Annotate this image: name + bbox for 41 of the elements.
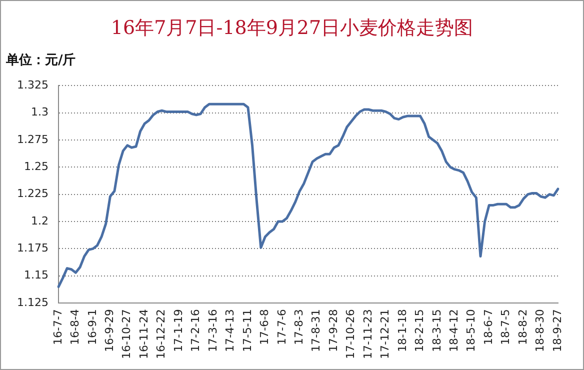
x-tick-label: 17-5-11	[240, 309, 254, 352]
y-tick-label: 1.15	[24, 268, 48, 282]
x-tick-label: 18-1-18	[396, 309, 409, 352]
x-tick-label: 18-4-12	[448, 309, 461, 352]
y-tick-label: 1.325	[16, 78, 48, 92]
x-tick-label: 18-9-27	[550, 309, 564, 352]
x-tick-label: 17-3-16	[206, 309, 220, 352]
x-tick-label: 18-8-2	[516, 309, 530, 346]
x-tick-label: 17-9-28	[326, 309, 340, 352]
x-tick-label: 16-11-24	[137, 309, 150, 360]
x-tick-label: 17-10-26	[344, 309, 358, 360]
x-tick-label: 16-9-29	[103, 309, 116, 352]
x-tick-label: 17-8-3	[292, 309, 306, 346]
x-tick-label: 17-7-6	[275, 309, 288, 346]
x-tick-label: 17-6-8	[258, 309, 272, 346]
x-tick-label: 17-12-21	[378, 309, 392, 360]
x-tick-label: 17-11-23	[361, 309, 374, 360]
x-tick-label: 18-7-5	[499, 309, 512, 346]
x-tick-label: 16-12-22	[154, 309, 168, 360]
x-tick-label: 16-7-7	[51, 309, 64, 346]
chart-title: 16年7月7日-18年9月27日小麦价格走势图	[110, 16, 474, 41]
x-tick-label: 17-1-19	[172, 309, 185, 352]
x-tick-label: 18-6-7	[482, 309, 495, 346]
x-tick-label: 18-8-30	[534, 309, 547, 352]
y-tick-label: 1.25	[24, 160, 48, 174]
y-tick-label: 1.175	[16, 242, 48, 255]
y-axis-title: 单位：元/斤	[6, 52, 76, 69]
y-tick-label: 1.225	[16, 187, 48, 200]
x-tick-label: 18-5-10	[464, 309, 478, 352]
x-tick-label: 18-2-15	[413, 309, 426, 352]
y-tick-label: 1.3	[30, 106, 48, 119]
x-tick-label: 16-8-4	[68, 309, 82, 346]
x-tick-label: 18-3-15	[430, 309, 444, 352]
x-tick-label: 16-10-27	[120, 309, 134, 360]
x-tick-label: 17-2-16	[189, 309, 202, 352]
y-tick-label: 1.125	[16, 296, 48, 309]
x-tick-label: 16-9-1	[86, 309, 99, 346]
y-tick-label: 1.2	[30, 214, 48, 228]
y-tick-label: 1.275	[16, 132, 48, 146]
x-tick-label: 17-4-13	[224, 309, 237, 352]
x-tick-label: 17-8-31	[310, 309, 323, 352]
